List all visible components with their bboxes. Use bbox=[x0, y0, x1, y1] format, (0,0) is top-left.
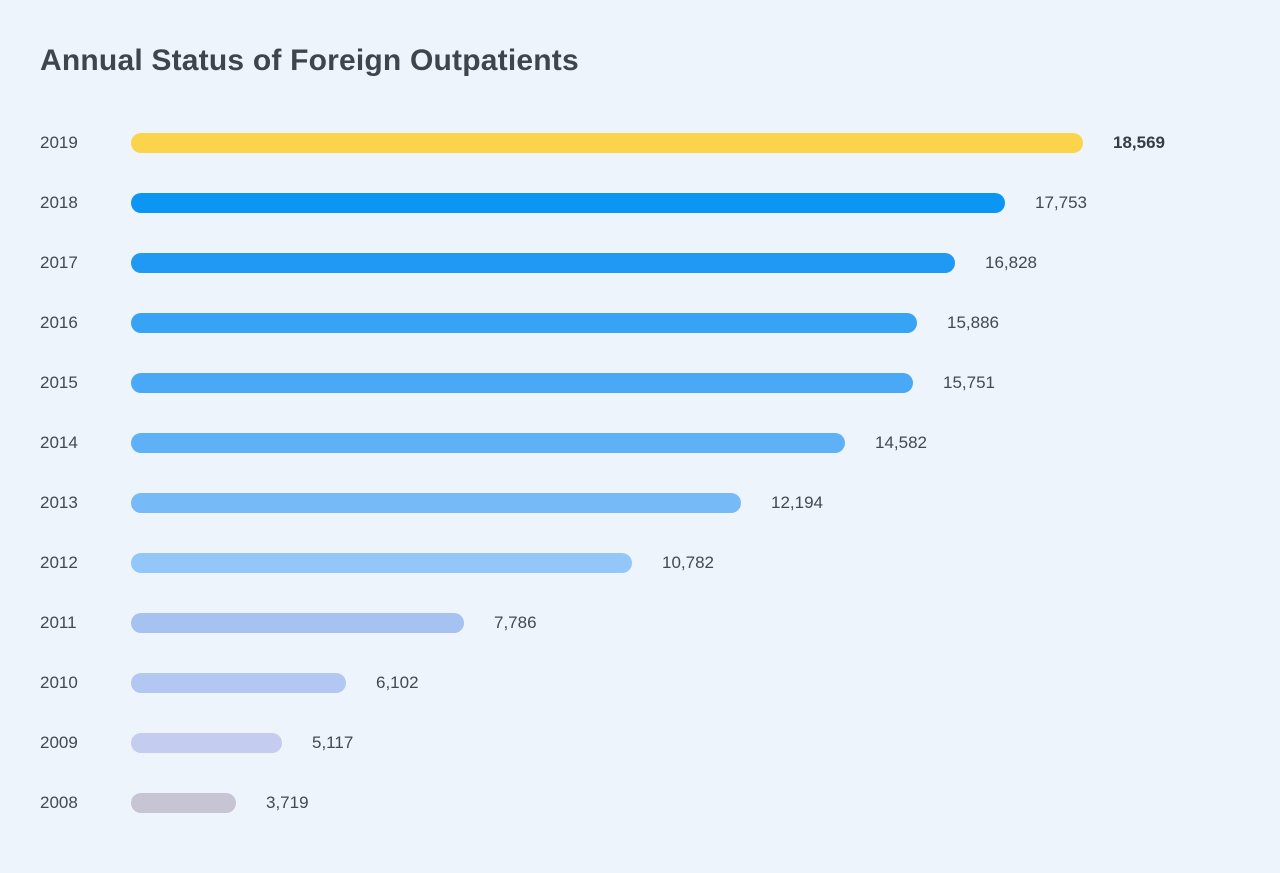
year-label: 2017 bbox=[40, 253, 78, 272]
bar-2010 bbox=[131, 673, 346, 693]
bar-row: 2011 7,786 bbox=[0, 593, 1280, 653]
value-label: 12,194 bbox=[771, 493, 823, 512]
value-label: 5,117 bbox=[312, 733, 354, 752]
bar-row: 2009 5,117 bbox=[0, 713, 1280, 773]
bar-2008 bbox=[131, 793, 236, 813]
value-label: 6,102 bbox=[376, 673, 419, 692]
value-label: 14,582 bbox=[875, 433, 927, 452]
year-label: 2015 bbox=[40, 373, 78, 392]
year-label: 2018 bbox=[40, 193, 78, 212]
year-label: 2013 bbox=[40, 493, 78, 512]
value-label: 15,886 bbox=[947, 313, 999, 332]
bar-2017 bbox=[131, 253, 955, 273]
year-label: 2011 bbox=[40, 613, 77, 632]
bar-row: 2010 6,102 bbox=[0, 653, 1280, 713]
value-label: 17,753 bbox=[1035, 193, 1087, 212]
year-label: 2019 bbox=[40, 133, 78, 152]
bar-2012 bbox=[131, 553, 632, 573]
value-label: 7,786 bbox=[494, 613, 537, 632]
bar-2013 bbox=[131, 493, 741, 513]
year-label: 2008 bbox=[40, 793, 78, 812]
page-title: Annual Status of Foreign Outpatients bbox=[40, 44, 579, 77]
bar-row: 2014 14,582 bbox=[0, 413, 1280, 473]
value-label: 3,719 bbox=[266, 793, 309, 812]
value-label: 15,751 bbox=[943, 373, 995, 392]
bar-row: 2013 12,194 bbox=[0, 473, 1280, 533]
bar-row: 2017 16,828 bbox=[0, 233, 1280, 293]
bar-row: 2018 17,753 bbox=[0, 173, 1280, 233]
bar-chart: 2019 18,569 2018 17,753 2017 16,828 2016 15,886… bbox=[0, 113, 1280, 833]
value-label: 16,828 bbox=[985, 253, 1037, 272]
bar-row: 2015 15,751 bbox=[0, 353, 1280, 413]
bar-2019 bbox=[131, 133, 1083, 153]
value-label: 10,782 bbox=[662, 553, 714, 572]
bar-2009 bbox=[131, 733, 282, 753]
bar-2015 bbox=[131, 373, 913, 393]
bar-2016 bbox=[131, 313, 917, 333]
bar-row: 2019 18,569 bbox=[0, 113, 1280, 173]
bar-row: 2012 10,782 bbox=[0, 533, 1280, 593]
bar-2014 bbox=[131, 433, 845, 453]
bar-row: 2016 15,886 bbox=[0, 293, 1280, 353]
bar-2011 bbox=[131, 613, 464, 633]
year-label: 2016 bbox=[40, 313, 78, 332]
bar-row: 2008 3,719 bbox=[0, 773, 1280, 833]
year-label: 2009 bbox=[40, 733, 78, 752]
value-label: 18,569 bbox=[1113, 133, 1165, 152]
year-label: 2014 bbox=[40, 433, 78, 452]
bar-2018 bbox=[131, 193, 1005, 213]
year-label: 2012 bbox=[40, 553, 78, 572]
year-label: 2010 bbox=[40, 673, 78, 692]
